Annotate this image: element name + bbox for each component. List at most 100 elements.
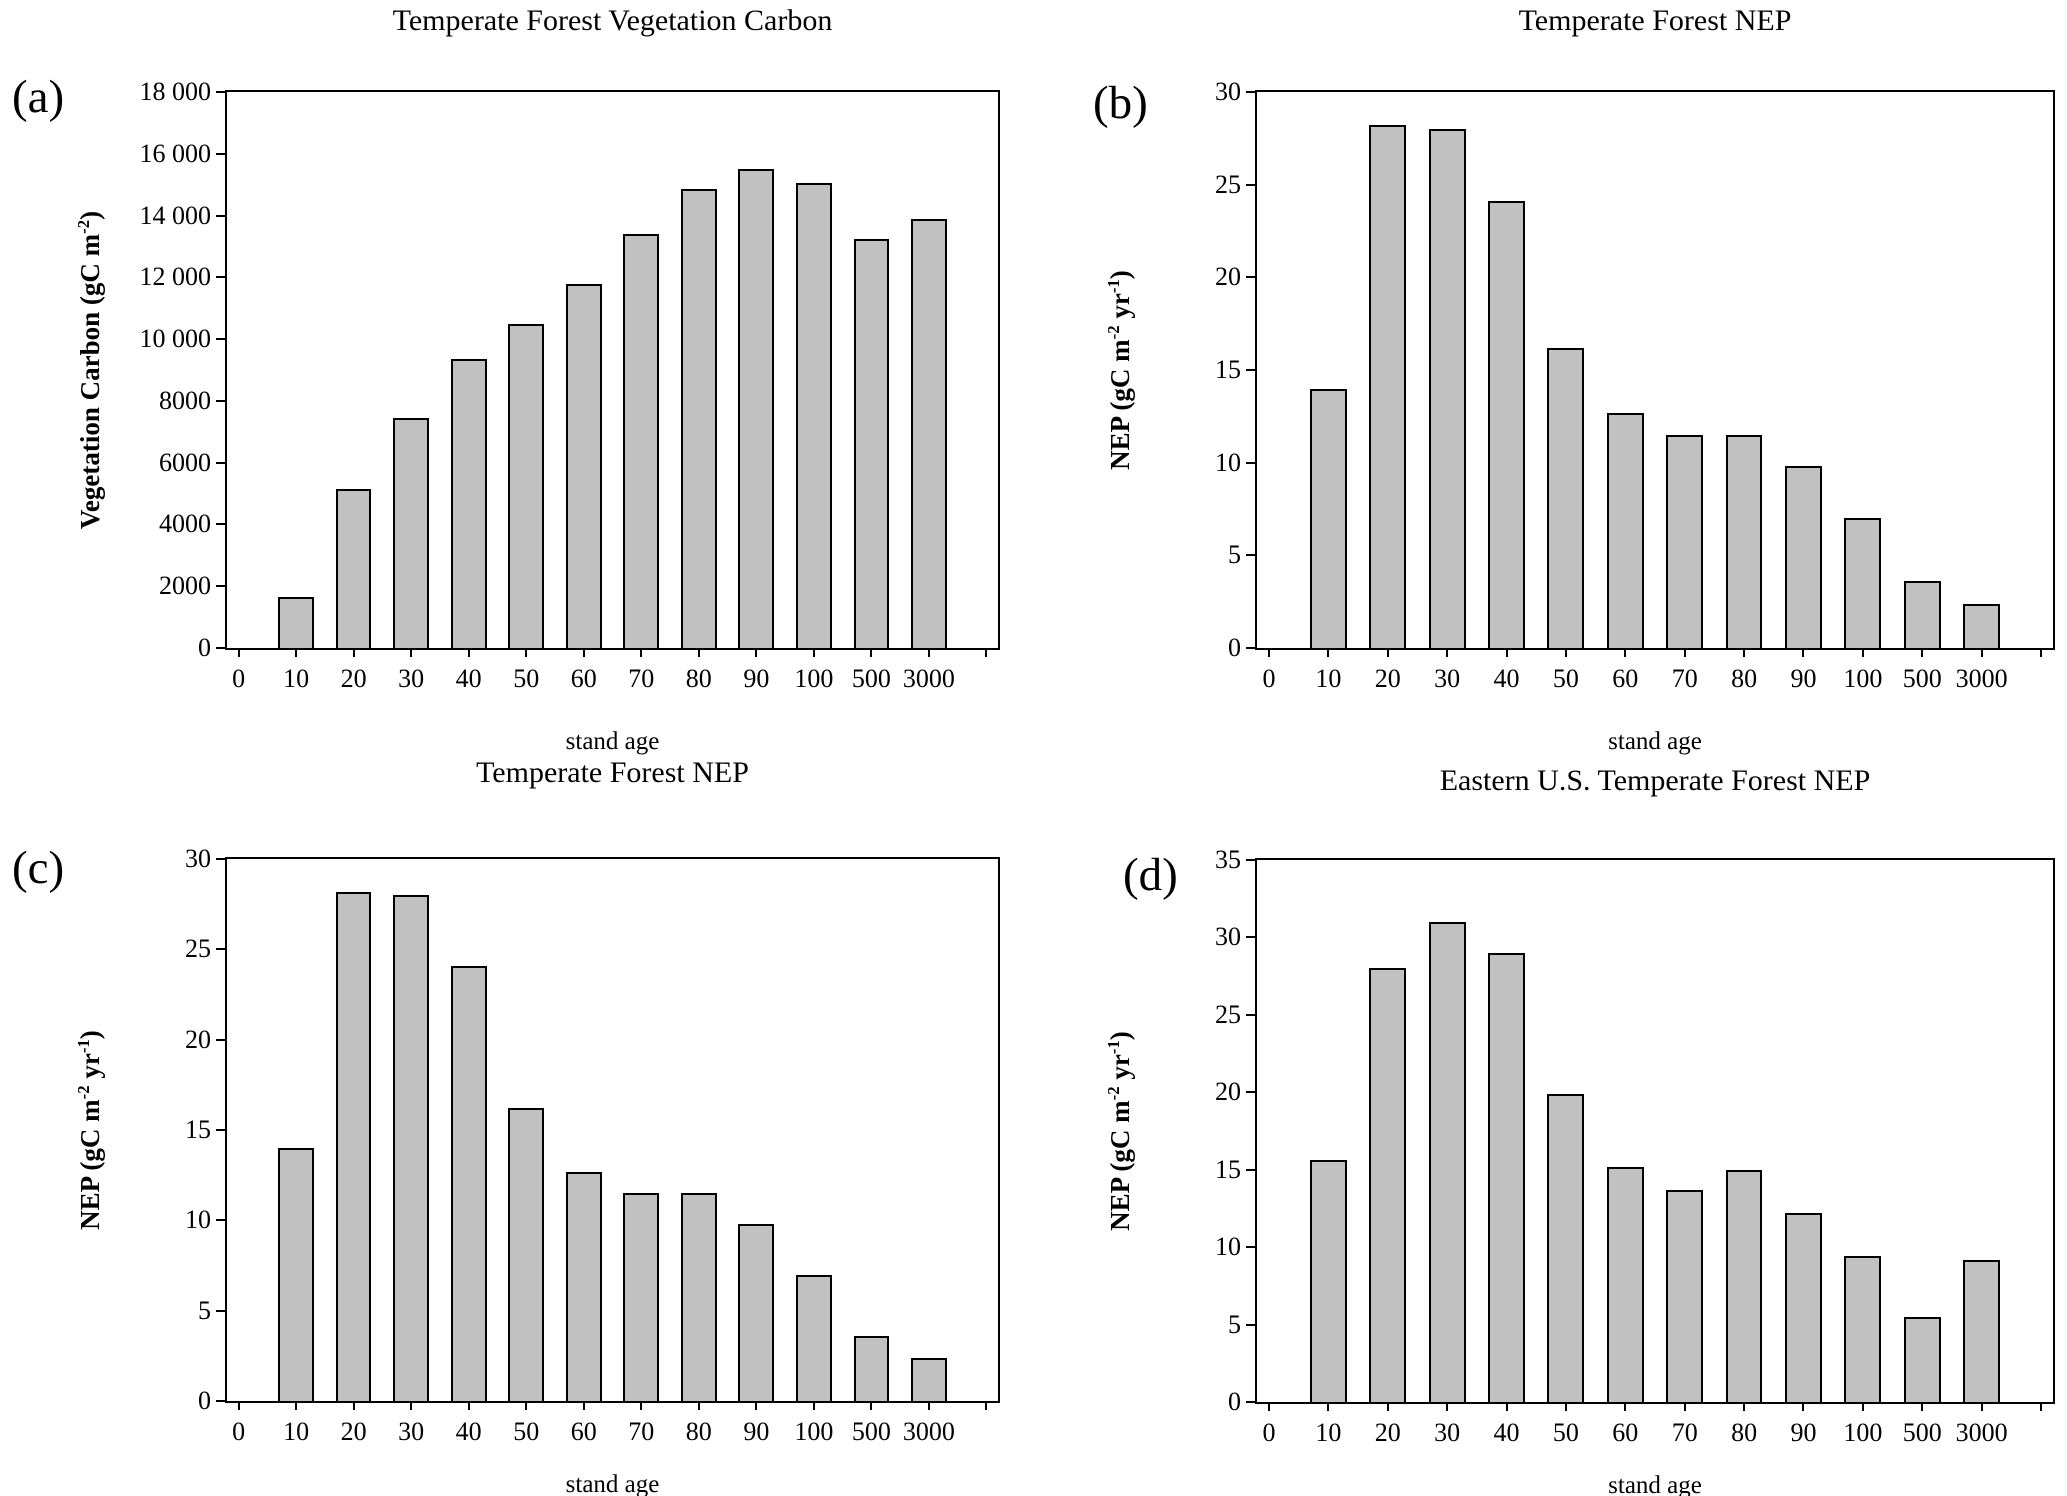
y-tick-label: 0: [1228, 633, 1241, 662]
x-tick: [1683, 648, 1686, 657]
bar-age-20: [1369, 968, 1407, 1402]
x-tick: [410, 1401, 413, 1410]
x-tick: [525, 1401, 528, 1410]
x-tick-label: 60: [570, 664, 597, 693]
x-tick-label: 10: [1315, 664, 1342, 693]
x-tick: [755, 648, 758, 657]
bar-age-70: [623, 1193, 660, 1401]
y-tick: [1246, 461, 1255, 464]
x-tick-label: 20: [1374, 664, 1401, 693]
x-tick: [640, 1401, 643, 1410]
y-tick-label: 5: [198, 1295, 211, 1325]
bar-age-30: [1428, 921, 1466, 1402]
x-tick-label: 50: [513, 1417, 540, 1446]
x-tick-label: 10: [283, 664, 310, 693]
bar-age-30: [393, 417, 429, 648]
bar-age-70: [1666, 434, 1704, 648]
bar-age-60: [1606, 1166, 1644, 1402]
plot-area: [225, 857, 1000, 1403]
panel-b: Temperate Forest NEP (b) NEP (gC m-2 yr-…: [1033, 0, 2067, 755]
panel-letter: (c): [12, 842, 65, 894]
y-tick: [216, 647, 225, 649]
x-tick-label: 500: [851, 664, 891, 693]
chart-title: Temperate Forest NEP: [1518, 4, 1792, 37]
bar-age-90: [738, 169, 775, 648]
x-tick-label: 60: [570, 1417, 597, 1446]
x-tick: [1386, 648, 1389, 657]
bar-age-20: [1369, 125, 1407, 648]
bar-age-80: [680, 1193, 717, 1401]
x-tick: [1505, 648, 1508, 657]
x-tick-label: 50: [1552, 664, 1579, 693]
bar-age-40: [450, 359, 487, 648]
x-tick-label: 500: [851, 1417, 891, 1446]
y-tick: [1246, 183, 1255, 186]
x-tick: [295, 1401, 298, 1410]
x-tick: [467, 1401, 470, 1410]
y-tick-label: 10: [185, 1205, 211, 1235]
x-tick-label: 70: [1671, 664, 1698, 693]
panel-letter: (a): [12, 71, 65, 123]
x-tick-label: 0: [232, 1417, 246, 1446]
x-tick: [1327, 648, 1330, 657]
x-tick: [2040, 1402, 2043, 1411]
x-tick: [582, 1401, 585, 1410]
x-tick: [1446, 648, 1449, 657]
bar-age-40: [1488, 201, 1525, 648]
x-tick-label: 70: [628, 1417, 655, 1446]
x-tick-label: 30: [398, 664, 425, 693]
y-tick: [1246, 369, 1255, 371]
bar-age-500: [1903, 1316, 1941, 1402]
y-tick: [1246, 1323, 1255, 1326]
x-tick-label: 90: [1790, 664, 1817, 693]
bar-age-20: [335, 488, 372, 648]
x-tick: [467, 648, 470, 657]
bar-age-3000: [1963, 603, 2001, 648]
x-tick-label: 0: [1262, 664, 1276, 693]
x-tick-label: 20: [340, 664, 367, 693]
y-tick-label: 15: [1215, 355, 1241, 384]
x-tick: [927, 648, 930, 657]
x-tick-label: 20: [1374, 1418, 1401, 1447]
x-tick-label: 90: [743, 664, 770, 693]
x-tick-label: 0: [1262, 1418, 1276, 1447]
bar-age-50: [1547, 1093, 1585, 1402]
bar-age-90: [738, 1223, 775, 1401]
x-tick-label: 40: [455, 1417, 482, 1446]
bar-age-70: [623, 234, 660, 648]
y-tick: [216, 1038, 225, 1041]
bar-age-50: [508, 323, 545, 648]
x-tick: [755, 1401, 758, 1410]
x-tick: [1980, 648, 1983, 657]
y-tick: [216, 858, 225, 860]
y-tick: [216, 523, 225, 526]
y-tick-label: 0: [1228, 1387, 1241, 1416]
y-tick-label: 12 000: [139, 262, 212, 292]
bar-age-100: [1844, 1256, 1882, 1402]
y-tick: [216, 1219, 225, 1222]
bar-age-100: [796, 1274, 832, 1401]
x-tick: [1327, 1402, 1330, 1411]
y-tick: [216, 91, 225, 93]
bar-age-90: [1785, 466, 1822, 648]
chart-title: Eastern U.S. Temperate Forest NEP: [1439, 764, 1871, 797]
bar-age-10: [1309, 388, 1347, 648]
y-tick-label: 10: [1215, 1232, 1241, 1262]
y-tick-label: 5: [1228, 540, 1241, 570]
y-tick: [1246, 1091, 1255, 1094]
x-axis-label: stand age: [1608, 728, 1702, 755]
x-tick-label: 100: [1843, 664, 1883, 693]
x-tick-label: 40: [455, 664, 482, 693]
x-tick: [1446, 1402, 1449, 1411]
x-tick: [1386, 1402, 1389, 1411]
x-tick: [1921, 1402, 1924, 1411]
x-tick: [352, 1401, 355, 1410]
y-tick-label: 10: [1215, 447, 1241, 477]
x-tick-label: 80: [685, 664, 712, 693]
y-tick-label: 30: [1215, 922, 1241, 952]
x-tick: [1802, 648, 1805, 657]
x-tick-label: 100: [794, 664, 834, 693]
bar-age-20: [335, 891, 372, 1401]
panel-letter: (d): [1123, 849, 1178, 901]
y-tick: [216, 1400, 225, 1402]
